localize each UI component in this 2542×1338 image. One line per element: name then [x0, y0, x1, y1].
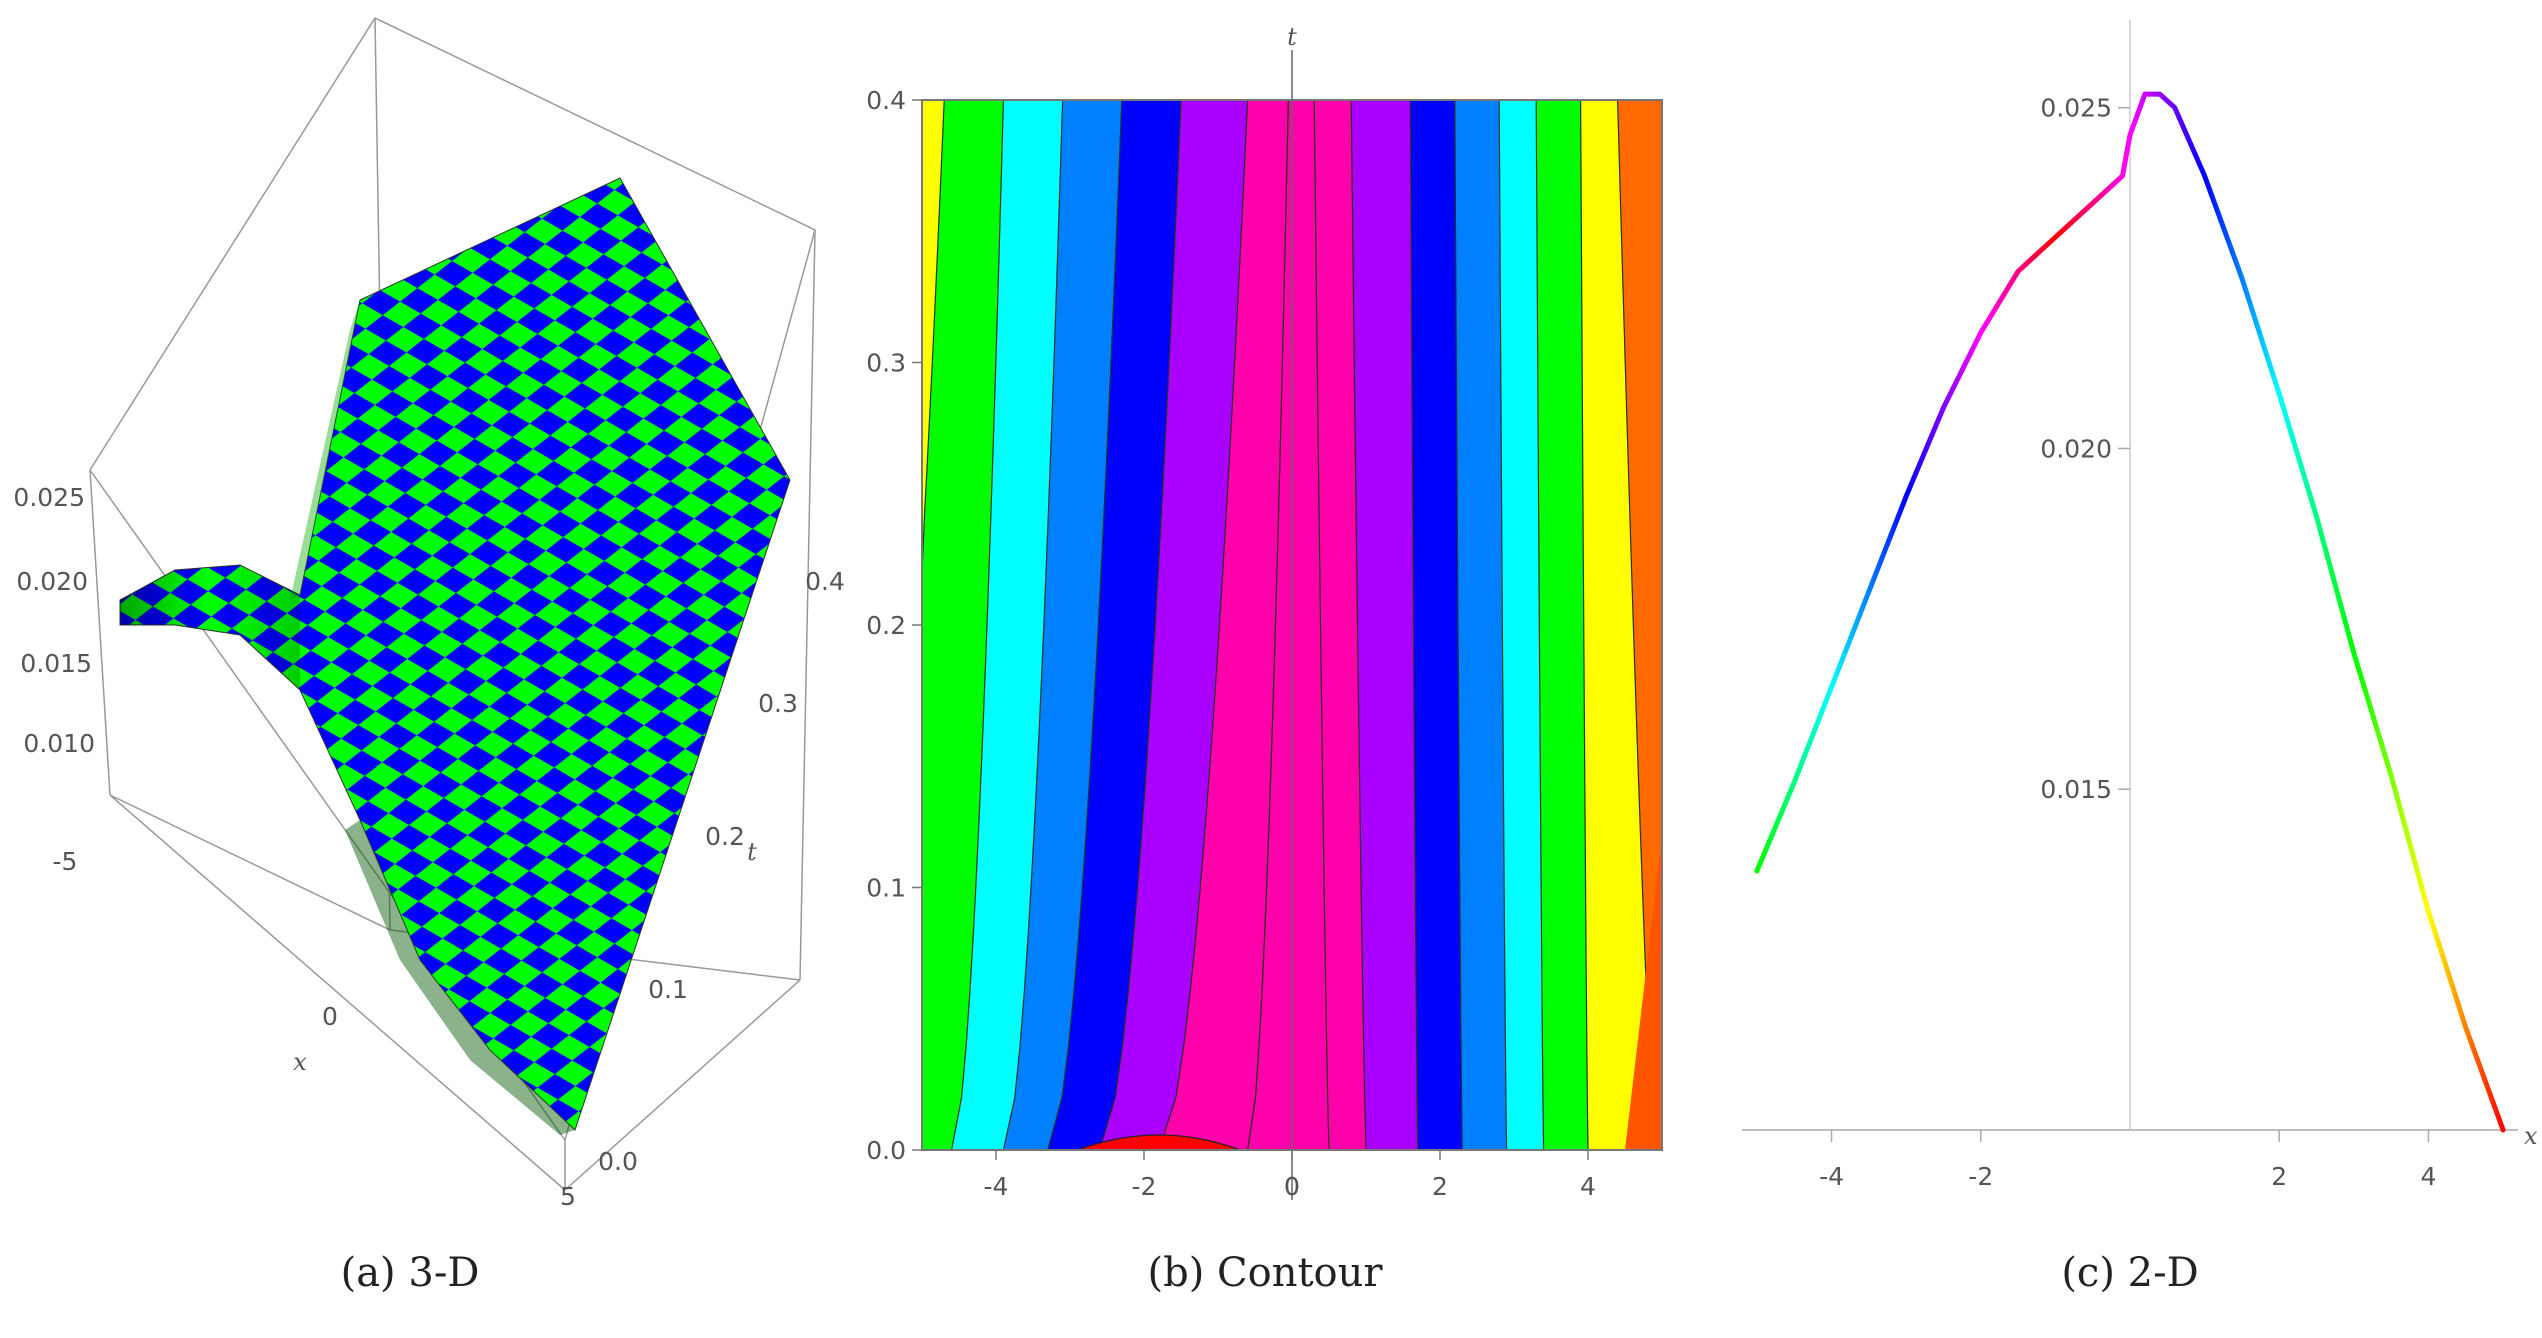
y-tick-label: 0.4 — [866, 86, 906, 115]
caption-a: (a) 3-D — [340, 1250, 480, 1296]
x-tick-label: -4 — [1819, 1162, 1844, 1191]
x-tick-label: 4 — [2421, 1162, 2437, 1191]
contour-band — [921, 99, 1005, 1151]
t-tick-label: 0.2 — [705, 822, 745, 851]
series-line — [1754, 91, 2506, 1133]
contour-band — [1077, 1134, 1241, 1151]
x-axis-label: x — [2524, 1122, 2538, 1150]
panel-3d: 0.025 0.020 0.015 0.010 -5 0 5 x 0.0 0.1… — [0, 0, 860, 1338]
panel-2d: -4 -2 2 4 0.015 0.020 0.025 x — [1700, 0, 2542, 1338]
x-tick-label: 0 — [1284, 1172, 1300, 1201]
contour-axes: -4 -2 0 2 400.00.10.20.30.4 — [866, 86, 1596, 1201]
line-plot: -4 -2 2 4 0.015 0.020 0.025 x — [1742, 20, 2538, 1191]
right-bands — [1313, 99, 1663, 1151]
t-tick-label: 0.0 — [598, 1147, 638, 1176]
x-tick-label: -5 — [53, 847, 78, 876]
t-axis-label: t — [747, 838, 757, 866]
x-tick-label: 2 — [1432, 1172, 1448, 1201]
z-tick-label: 0.010 — [23, 729, 95, 758]
caption-c: (c) 2-D — [2061, 1250, 2199, 1296]
surface — [119, 177, 791, 1135]
left-bands — [921, 99, 1289, 1151]
contour-band — [1625, 835, 1662, 1150]
caption-b: (b) Contour — [1147, 1250, 1383, 1296]
x-tick-label: 2 — [2271, 1162, 2287, 1191]
t-tick-label: 0.4 — [805, 567, 845, 596]
panel-contour: -4 -2 0 2 4 0 0.0 0.1 0.2 0.3 0.4 t — [830, 0, 1700, 1338]
x-axis: -5 0 5 x — [53, 847, 576, 1211]
z-axis: 0.025 0.020 0.015 0.010 — [13, 483, 95, 758]
x-tick-label: -2 — [1132, 1172, 1157, 1201]
y-tick-label: 0.020 — [2040, 434, 2112, 463]
x-tick-label: 0 — [322, 1002, 338, 1031]
y-tick-label: 0.025 — [2040, 94, 2112, 123]
surface-3d-plot: 0.025 0.020 0.015 0.010 -5 0 5 x 0.0 0.1… — [13, 17, 845, 1211]
contour-plot: -4 -2 0 2 400.00.10.20.30.4 t — [866, 23, 1663, 1201]
z-tick-label: 0.020 — [16, 567, 88, 596]
x-tick-label: -2 — [1968, 1162, 1993, 1191]
t-axis-label: t — [1287, 23, 1297, 51]
line-axes: -4 -2 2 4 0.015 0.020 0.025 — [1742, 20, 2518, 1191]
z-tick-label: 0.025 — [13, 483, 85, 512]
z-tick-label: 0.015 — [20, 649, 92, 678]
y-tick-label: 0.015 — [2040, 775, 2112, 804]
t-axis: 0.0 0.1 0.2 0.3 0.4 t — [598, 567, 845, 1176]
y-tick-label: 0.2 — [866, 611, 906, 640]
t-tick-label: 0.3 — [758, 689, 798, 718]
y-tick-label: 0.3 — [866, 349, 906, 378]
bounding-box — [89, 17, 816, 1191]
x-tick-label: 4 — [1580, 1172, 1596, 1201]
y-tick-label: 0.1 — [866, 874, 906, 903]
x-tick-label: 5 — [560, 1182, 576, 1211]
x-axis-label: x — [293, 1048, 307, 1076]
y-tick-label: 0.0 — [866, 1136, 906, 1165]
x-tick-label: -4 — [984, 1172, 1009, 1201]
x-tick-label: 0 — [1284, 1172, 1300, 1201]
contour-bands — [921, 99, 1663, 1151]
t-tick-label: 0.1 — [648, 975, 688, 1004]
